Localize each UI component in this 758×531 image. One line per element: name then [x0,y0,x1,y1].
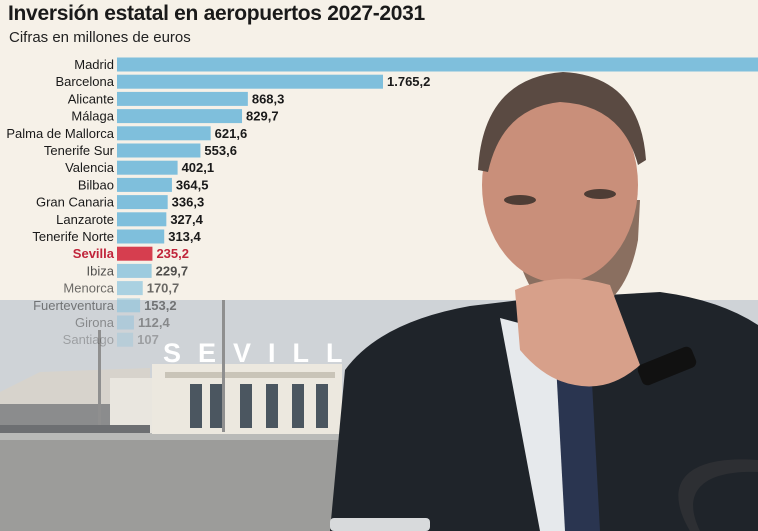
terminal-window [210,384,222,428]
category-label: Valencia [65,160,115,175]
hair [478,72,646,172]
chart-subtitle: Cifras en millones de euros [9,29,191,46]
value-label: 402,1 [182,160,215,175]
apron-edge [0,432,340,440]
bar-girona [117,315,134,330]
face [482,87,638,283]
category-label: Gran Canaria [36,195,115,210]
terminal-window [292,384,304,428]
value-label: 107 [137,332,159,347]
bar-bilbao [117,177,172,192]
category-label: Tenerife Norte [32,229,114,244]
bar-gran-canaria [117,195,168,210]
value-label: 1.765,2 [387,74,430,89]
bar-fuerteventura [117,298,141,313]
category-label: Madrid [74,57,114,72]
lamp-post [98,330,101,430]
category-label: Málaga [71,109,114,124]
person-photo [330,72,758,531]
value-label: 170,7 [147,281,180,296]
terminal-window [266,384,278,428]
category-label: Ibiza [87,263,115,278]
clasped-hands [515,278,640,387]
category-label: Menorca [63,281,114,296]
category-label: Palma de Mallorca [6,126,114,141]
bar-ibiza [117,263,152,278]
value-label: 553,6 [204,143,237,158]
value-label: 235,2 [156,246,189,261]
parked-vehicles [0,425,150,433]
airport-sign-text: SEVILL [163,338,360,368]
value-label: 313,4 [168,229,201,244]
value-label: 868,3 [252,91,285,106]
eye [584,189,616,199]
tie [555,345,600,531]
bar-palma-de-mallorca [117,126,211,141]
value-label: 829,7 [246,109,279,124]
category-label: Bilbao [78,177,114,192]
bar-sevilla [117,246,153,261]
category-label: Tenerife Sur [44,143,115,158]
category-label: Alicante [68,91,114,106]
podium-glass [330,518,430,531]
value-label: 153,2 [144,298,177,313]
bar-valencia [117,160,178,175]
value-label: 229,7 [156,263,189,278]
bar-santiago [117,332,134,347]
terminal-window [190,384,202,428]
bar-chart: Madrid Barcelona 1.765,2 Alicante 868,3 Málag… [6,57,758,347]
bar-barcelona [117,74,383,89]
value-label: 336,3 [172,195,205,210]
value-label: 327,4 [170,212,203,227]
bar-tenerife-norte [117,229,165,244]
terminal-cornice [165,372,335,378]
value-label: 364,5 [176,177,209,192]
wristwatch [637,346,697,386]
eye [504,195,536,205]
category-label: Sevilla [73,246,115,261]
category-label: Lanzarote [56,212,114,227]
microphone-stand [678,459,758,531]
bar-tenerife-sur [117,143,201,158]
value-label: 621,6 [215,126,248,141]
category-label: Santiago [63,332,114,347]
bar-madrid [117,57,758,72]
bar-alicante [117,91,248,106]
value-label: 112,4 [138,315,171,330]
chart-title: Inversión estatal en aeropuertos 2027-20… [8,2,425,25]
terminal-window [240,384,252,428]
bar-lanzarote [117,212,167,227]
bar-málaga [117,109,243,124]
terminal-window [316,384,328,428]
category-label: Girona [75,315,115,330]
lamp-post [222,300,225,432]
bar-menorca [117,281,143,296]
category-label: Fuerteventura [33,298,115,313]
category-label: Barcelona [55,74,114,89]
